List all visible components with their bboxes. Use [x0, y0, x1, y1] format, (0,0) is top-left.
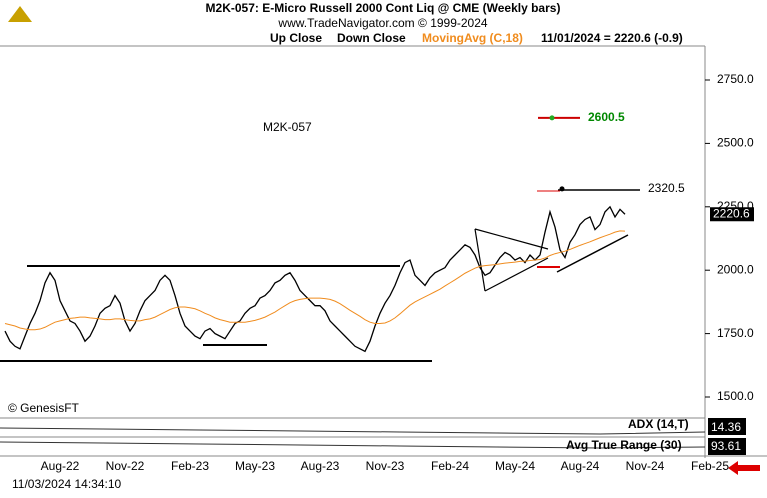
y-tick-label: 1750.0 — [717, 326, 754, 340]
last-price-box — [710, 207, 754, 222]
x-tick-label: Aug-22 — [41, 459, 80, 473]
y-tick-label: 2750.0 — [717, 72, 754, 86]
x-tick-label: Aug-24 — [561, 459, 600, 473]
y-tick-label: 2000.0 — [717, 262, 754, 276]
x-tick-label: Nov-23 — [366, 459, 405, 473]
target-marker — [549, 115, 555, 121]
y-tick-label: 2500.0 — [717, 136, 754, 150]
scroll-arrow[interactable] — [728, 461, 760, 475]
last-bar-label: 11/01/2024 = 2220.6 (-0.9) — [541, 31, 683, 45]
indicator-value-box — [708, 418, 746, 435]
indicator-value: 93.61 — [711, 439, 741, 453]
x-tick-label: Feb-25 — [691, 459, 729, 473]
x-tick-label: May-24 — [495, 459, 535, 473]
indicator-value: 14.36 — [711, 420, 741, 434]
legend-entry: Up Close — [270, 31, 322, 45]
indicator-value-box — [708, 438, 746, 455]
trendlines — [0, 189, 640, 362]
timestamp: 11/03/2024 14:34:10 — [12, 477, 122, 491]
x-tick-label: May-23 — [235, 459, 275, 473]
x-tick-label: Nov-24 — [626, 459, 665, 473]
symbol-annotation: M2K-057 — [263, 120, 312, 134]
adx-line — [0, 427, 706, 435]
x-tick-label: Aug-23 — [301, 459, 340, 473]
last-price-label: 2220.6 — [713, 206, 750, 220]
annotation-label: 2320.5 — [648, 181, 685, 195]
x-tick-label: Nov-22 — [106, 459, 145, 473]
chart-title: M2K-057: E-Micro Russell 2000 Cont Liq @… — [206, 1, 561, 15]
x-tick-label: Feb-24 — [431, 459, 469, 473]
annotation-marker — [559, 186, 565, 192]
x-tick-label: Feb-23 — [171, 459, 209, 473]
logo — [8, 6, 32, 22]
series-line — [4, 205, 626, 353]
atr-line — [0, 441, 706, 449]
legend-entry: Down Close — [337, 31, 406, 45]
chart-subtitle: www.TradeNavigator.com © 1999-2024 — [277, 16, 487, 30]
indicator-name: ADX (14,T) — [628, 417, 689, 431]
legend-entry: MovingAvg (C,18) — [422, 31, 523, 45]
indicator-name: Avg True Range (30) — [566, 438, 682, 452]
copyright: © GenesisFT — [8, 401, 80, 415]
y-tick-label: 1500.0 — [717, 389, 754, 403]
series-line — [4, 230, 626, 331]
annotation-label: 2600.5 — [588, 110, 625, 124]
